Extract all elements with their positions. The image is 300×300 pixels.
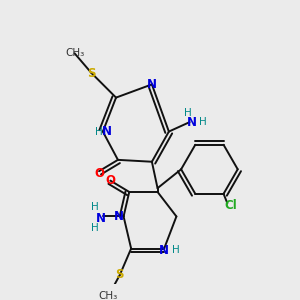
Text: S: S bbox=[87, 67, 96, 80]
Text: N: N bbox=[102, 125, 112, 138]
Text: O: O bbox=[105, 174, 116, 187]
Text: H: H bbox=[199, 117, 207, 127]
Text: H: H bbox=[92, 223, 99, 233]
Text: N: N bbox=[159, 244, 169, 257]
Text: N: N bbox=[187, 116, 196, 129]
Text: N: N bbox=[114, 210, 124, 223]
Text: CH₃: CH₃ bbox=[99, 291, 118, 300]
Text: Cl: Cl bbox=[225, 199, 238, 212]
Text: H: H bbox=[95, 127, 103, 136]
Text: CH₃: CH₃ bbox=[65, 48, 84, 58]
Text: N: N bbox=[96, 212, 106, 225]
Text: O: O bbox=[94, 167, 104, 180]
Text: S: S bbox=[116, 268, 124, 281]
Text: N: N bbox=[147, 78, 157, 91]
Text: H: H bbox=[172, 245, 179, 255]
Text: H: H bbox=[184, 108, 192, 118]
Text: H: H bbox=[92, 202, 99, 212]
